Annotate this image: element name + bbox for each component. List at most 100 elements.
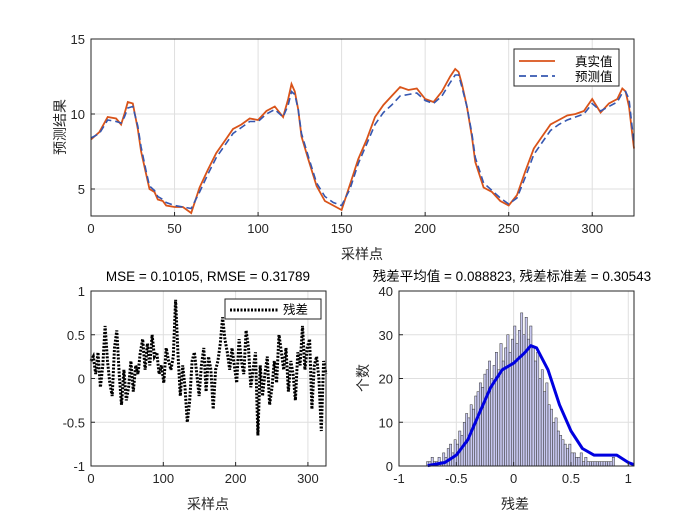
hist-ytick-label: 30 (379, 328, 393, 343)
top-ylabel: 预测结果 (53, 99, 69, 155)
top-xtick-label: 100 (247, 221, 269, 236)
histogram-bar (598, 461, 602, 467)
top-xtick-label: 200 (414, 221, 436, 236)
histogram-bar (499, 343, 503, 467)
histogram-bar (511, 338, 514, 467)
histogram-bar (607, 461, 611, 467)
histogram-bar (520, 312, 524, 467)
hist-xtick-label: -0.5 (445, 471, 467, 486)
histogram-bar (501, 360, 505, 467)
histogram-bar (474, 395, 478, 467)
top-xlabel: 采样点 (341, 247, 383, 263)
histogram-bar (485, 369, 489, 467)
histogram-bar (531, 347, 535, 467)
res-xtick-label: 200 (225, 471, 247, 486)
histogram-bar (538, 378, 542, 467)
hist-xtick-label: 0.5 (562, 471, 580, 486)
histogram-bar (472, 408, 475, 467)
legend-label: 预测值 (575, 69, 613, 84)
histogram-bar (577, 457, 581, 467)
legend-box (513, 48, 620, 87)
histogram-bar (559, 435, 563, 467)
histogram-bar (575, 457, 579, 467)
histogram-bar (476, 391, 480, 467)
histogram-bar (552, 422, 556, 467)
hist-xtick-label: 1 (625, 471, 632, 486)
bottom-left-xlabel: 采样点 (187, 497, 229, 513)
hist-ytick-label: 10 (379, 415, 393, 430)
res-ytick-label: 1 (78, 284, 85, 299)
residual-line (89, 299, 328, 436)
histogram-bar (543, 391, 546, 467)
top-xtick-label: 0 (87, 221, 94, 236)
histogram-bar (593, 461, 597, 467)
histogram-bar (556, 430, 560, 467)
top-xtick-label: 150 (331, 221, 353, 236)
bottom-right-title: 残差平均值 = 0.088823, 残差标准差 = 0.30543 (373, 269, 651, 284)
top-xtick-label: 50 (167, 221, 181, 236)
histogram-bar (545, 382, 549, 467)
res-ytick-label: -0.5 (63, 415, 85, 430)
histogram-bar (579, 452, 583, 467)
histogram-bar (582, 461, 585, 467)
density-curve (427, 344, 635, 468)
res-ytick-label: 0 (78, 372, 85, 387)
series-line-1 (90, 67, 635, 215)
legend-label: 残差 (283, 302, 308, 317)
histogram-bar (611, 457, 615, 467)
bottom-right-xlabel: 残差 (501, 497, 529, 513)
histogram-bar (584, 457, 588, 467)
histogram-bar (467, 417, 471, 467)
hist-ytick-label: 20 (379, 372, 393, 387)
histogram-bar (586, 461, 590, 467)
histogram-bar (540, 369, 544, 467)
histogram-bar (561, 439, 565, 467)
histogram-bar (547, 404, 551, 467)
histogram-bar (589, 461, 592, 467)
res-ytick-label: 0.5 (67, 328, 85, 343)
top-ytick-label: 15 (71, 32, 85, 47)
histogram-bar (517, 330, 521, 467)
series-line-2 (90, 74, 635, 210)
histogram-bar (513, 325, 517, 467)
residual-legend: 残差 (224, 298, 322, 320)
histogram-bar (504, 347, 507, 467)
res-ytick-label: -1 (73, 459, 85, 474)
legend-label: 真实值 (575, 54, 613, 69)
hist-ytick-label: 0 (386, 459, 393, 474)
histogram-bar (524, 317, 528, 467)
histogram-bar (595, 461, 599, 467)
bottom-right-ylabel: 个数 (356, 364, 372, 392)
histogram-bar (495, 352, 498, 467)
histogram-bar (600, 461, 604, 467)
histogram-bar (497, 369, 501, 467)
top-axis-box (90, 38, 635, 217)
histogram-bar (536, 352, 540, 467)
res-xtick-label: 300 (297, 471, 319, 486)
histogram-bar (609, 461, 613, 467)
histogram-bar (591, 461, 595, 467)
bottom-left-title: MSE = 0.10105, RMSE = 0.31789 (106, 269, 310, 284)
hist-ytick-label: 40 (379, 284, 393, 299)
histogram-bar (563, 443, 567, 467)
bottom-left-axes: 0 100 200 300 -1 -0.5 0 0.5 1 残差 (63, 284, 328, 486)
histogram-bar (602, 461, 606, 467)
histogram-bar (481, 387, 485, 467)
histogram-bar (566, 448, 569, 467)
top-xtick-label: 250 (498, 221, 520, 236)
histogram-bar (527, 338, 530, 467)
histogram-bar (478, 382, 482, 467)
res-xtick-label: 0 (87, 471, 94, 486)
histogram-bar (554, 417, 558, 467)
histogram-bar (483, 373, 487, 467)
top-ytick-label: 10 (71, 107, 85, 122)
histogram-bar (572, 452, 576, 467)
hist-xtick-label: -1 (393, 471, 405, 486)
histogram-bar (449, 443, 452, 467)
histogram-bar (605, 461, 608, 467)
top-ytick-label: 5 (78, 182, 85, 197)
